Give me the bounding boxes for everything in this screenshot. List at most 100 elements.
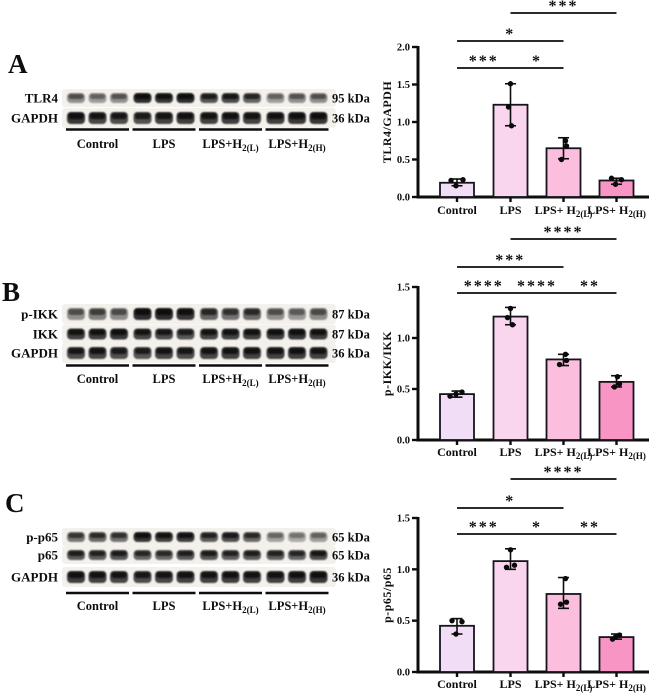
group-label: LPS	[153, 599, 176, 613]
group-label-subscript: 2(L)	[242, 605, 259, 615]
data-point	[505, 104, 512, 110]
blot-band-core	[223, 551, 238, 556]
data-point	[612, 634, 619, 640]
x-category-text: LPS	[499, 445, 521, 459]
blot-band-core	[289, 572, 305, 578]
panel-letter-A: A	[8, 49, 28, 79]
blot-strip-background	[62, 567, 336, 587]
blot-band-core	[178, 572, 193, 578]
blot-band-core	[156, 572, 172, 578]
group-label-text: LPS+H	[268, 372, 308, 386]
y-tick-label: 1.5	[397, 514, 410, 525]
bar	[545, 358, 582, 441]
y-tick-label: 0.5	[397, 155, 410, 166]
blot-band-core	[311, 348, 326, 354]
significance-stars: ****	[517, 278, 557, 295]
blot-band-core	[156, 94, 172, 99]
blot-band-core	[135, 329, 150, 335]
blot-band-core	[289, 348, 305, 354]
bar	[598, 636, 635, 673]
blot-band-core	[156, 113, 172, 119]
blot-band-core	[201, 533, 217, 538]
bar	[598, 380, 635, 441]
blot-band-core	[201, 94, 217, 99]
group-label-subscript: 2(L)	[242, 143, 259, 153]
blot-band-core	[289, 113, 305, 119]
blot-row-label: GAPDH	[11, 346, 58, 361]
kda-label: 36 kDa	[332, 571, 371, 585]
blot-strip-background	[62, 108, 336, 128]
data-point	[562, 138, 569, 144]
y-tick-label: 1.0	[397, 118, 410, 129]
group-label-text: Control	[77, 599, 119, 613]
group-label-text: LPS	[153, 137, 176, 151]
blot-band-core	[68, 329, 84, 335]
data-point	[563, 143, 570, 149]
kda-label: 87 kDa	[332, 328, 371, 342]
group-label-subscript: 2(L)	[242, 378, 259, 388]
kda-label: 36 kDa	[332, 112, 371, 126]
y-tick-label: 0.5	[397, 385, 410, 396]
group-label: LPS	[153, 137, 176, 151]
blot-band-core	[201, 348, 217, 354]
kda-label: 65 kDa	[332, 531, 371, 545]
group-label: LPS+H2(H)	[268, 599, 325, 615]
blot-band-core	[289, 329, 305, 335]
x-category-label: Control	[437, 203, 477, 217]
blot-band-core	[90, 329, 105, 335]
data-point	[556, 361, 563, 368]
blot-band-core	[268, 309, 283, 315]
data-point	[616, 632, 623, 638]
significance-stars: *	[505, 26, 515, 43]
blot-band-core	[90, 572, 105, 578]
blot-band-core	[244, 113, 260, 119]
kda-label: 65 kDa	[332, 549, 371, 563]
blot-band-core	[223, 348, 238, 354]
blot-band-core	[268, 348, 283, 354]
data-point	[557, 601, 564, 607]
group-label-text: LPS+H	[202, 372, 242, 386]
group-label: LPS+H2(L)	[202, 372, 258, 388]
group-label: Control	[77, 599, 119, 613]
x-category-text: Control	[437, 445, 477, 459]
blot-band-core	[156, 551, 172, 556]
data-point	[612, 181, 619, 187]
blot-strip-background	[62, 304, 336, 324]
x-category-label: LPS+ H2(L)	[535, 445, 593, 461]
blot-strip-background	[62, 324, 336, 344]
bar	[492, 560, 529, 673]
blot-band-core	[178, 309, 193, 315]
blot-band-core	[289, 551, 305, 556]
blot-band-core	[223, 533, 238, 538]
blot-band-core	[244, 348, 260, 354]
data-point	[453, 183, 459, 189]
y-tick-label: 0.0	[397, 668, 410, 679]
x-category-text: LPS	[499, 203, 521, 217]
blot-band-core	[156, 533, 172, 538]
y-tick-label: 1.0	[397, 334, 410, 345]
blot-band-core	[156, 329, 172, 335]
x-category-text: Control	[437, 203, 477, 217]
x-category-label: Control	[437, 677, 477, 691]
data-point	[507, 305, 514, 312]
blot-band-core	[68, 533, 84, 538]
blot-band-core	[289, 533, 305, 538]
significance-stars: **	[580, 519, 600, 536]
blot-band-core	[90, 348, 105, 354]
x-category-text: LPS+ H	[587, 203, 629, 217]
blot-band-core	[156, 348, 172, 354]
blot-band-core	[68, 113, 84, 119]
data-point	[507, 81, 514, 87]
blot-band-core	[135, 348, 150, 354]
blot-band-core	[111, 113, 127, 119]
blot-band-core	[90, 94, 105, 99]
y-tick-label: 0.0	[397, 436, 410, 447]
data-point	[508, 123, 515, 129]
group-label-subscript: 2(H)	[308, 143, 326, 153]
data-point	[511, 562, 518, 568]
significance-stars: ****	[464, 278, 504, 295]
blot-band-core	[311, 551, 326, 556]
data-point	[459, 618, 465, 625]
blot-band-core	[311, 329, 326, 335]
